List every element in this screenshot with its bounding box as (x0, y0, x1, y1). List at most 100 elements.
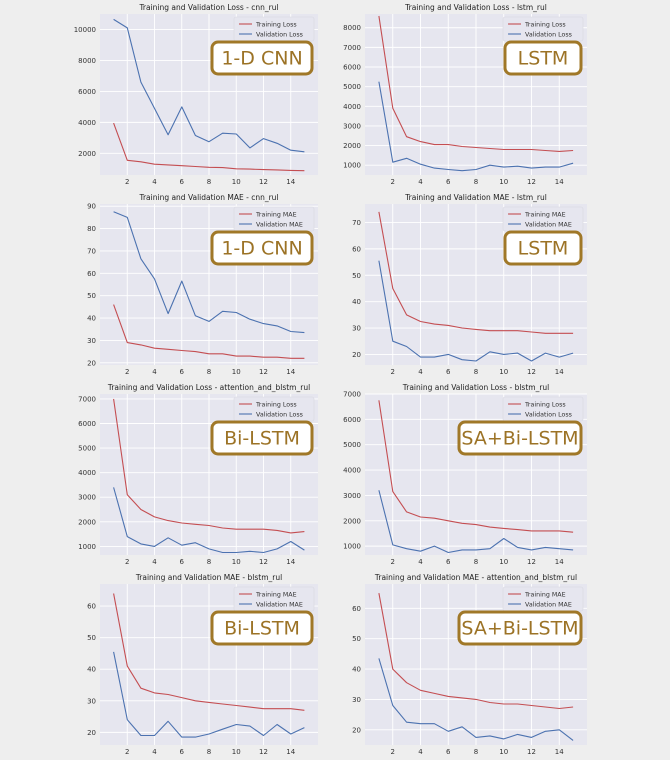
y-tick-label: 20 (352, 351, 361, 359)
x-tick-label: 6 (180, 748, 185, 756)
chart-title: Training and Validation MAE - attention_… (374, 573, 577, 582)
y-tick-label: 2000 (343, 517, 361, 525)
x-tick-label: 10 (499, 178, 508, 186)
training-series-line (113, 398, 305, 534)
y-tick-label: 30 (352, 325, 361, 333)
x-tick-label: 12 (259, 748, 268, 756)
x-tick-label: 2 (125, 178, 129, 186)
x-tick-label: 14 (286, 558, 295, 566)
model-badge-label: Bi-LSTM (224, 618, 300, 640)
legend-label: Validation MAE (256, 222, 303, 229)
chart-svg: Training and Validation MAE - attention_… (352, 573, 587, 756)
chart-title: Training and Validation MAE - cnn_rul (138, 193, 278, 202)
chart-panel-4: Training and Validation MAE - lstm_rul 2 4… (335, 190, 670, 380)
y-tick-label: 3000 (343, 122, 361, 130)
training-series-line (113, 304, 305, 359)
y-tick-label: 2000 (78, 518, 96, 526)
chart-panel-2: Training and Validation Loss - lstm_rul 2… (335, 0, 670, 190)
y-tick-label: 30 (87, 697, 96, 705)
training-series-line (113, 122, 305, 172)
y-tick-label: 8000 (343, 24, 361, 32)
model-badge-label: 1-D CNN (221, 48, 302, 70)
y-tick-label: 60 (352, 605, 361, 613)
x-tick-label: 8 (474, 368, 478, 376)
x-tick-label: 6 (446, 368, 451, 376)
legend-label: Validation Loss (525, 412, 572, 419)
chart-title: Training and Validation Loss - attention… (107, 383, 310, 392)
x-tick-label: 12 (527, 558, 536, 566)
x-tick-label: 4 (152, 558, 157, 566)
y-tick-label: 1000 (343, 543, 361, 551)
legend-label: Training Loss (255, 402, 297, 409)
x-tick-label: 2 (125, 748, 129, 756)
y-tick-label: 3000 (343, 492, 361, 500)
model-badge-label: LSTM (518, 48, 569, 70)
x-tick-label: 8 (474, 558, 478, 566)
y-tick-label: 6000 (343, 64, 361, 72)
legend-label: Validation MAE (256, 602, 303, 609)
model-badge (503, 230, 583, 266)
x-tick-label: 10 (499, 558, 508, 566)
chart-panel-7: Training and Validation MAE - blstm_rul 2… (0, 570, 335, 760)
x-tick-label: 14 (286, 368, 295, 376)
x-tick-label: 12 (259, 368, 268, 376)
chart-svg: Training and Validation MAE - lstm_rul 2 4… (352, 193, 587, 376)
x-tick-label: 12 (259, 558, 268, 566)
legend-label: Training Loss (524, 402, 566, 409)
y-tick-label: 7000 (343, 391, 361, 399)
model-badge-label: Bi-LSTM (224, 428, 300, 450)
validation-series-line (378, 260, 574, 362)
y-tick-label: 20 (87, 359, 96, 367)
y-tick-label: 4000 (78, 119, 96, 127)
chart-panel-8: Training and Validation MAE - attention_… (335, 570, 670, 760)
validation-series-line (113, 18, 305, 153)
y-tick-label: 5000 (343, 83, 361, 91)
chart-panel-3: Training and Validation MAE - cnn_rul 2 4 6… (0, 190, 335, 380)
x-tick-label: 2 (125, 558, 129, 566)
x-tick-label: 4 (418, 558, 423, 566)
legend-label: Validation MAE (525, 602, 572, 609)
x-tick-label: 6 (446, 178, 451, 186)
x-tick-label: 12 (527, 368, 536, 376)
y-tick-label: 70 (87, 247, 96, 255)
x-tick-label: 10 (499, 748, 508, 756)
x-tick-label: 8 (474, 178, 478, 186)
y-tick-label: 7000 (343, 44, 361, 52)
y-tick-label: 4000 (78, 469, 96, 477)
legend-label: Validation Loss (525, 32, 572, 39)
y-tick-label: 30 (352, 696, 361, 704)
y-tick-label: 2000 (343, 142, 361, 150)
chart-title: Training and Validation MAE - lstm_rul (404, 193, 547, 202)
x-tick-label: 2 (391, 558, 395, 566)
x-tick-label: 4 (418, 368, 423, 376)
model-badge (210, 230, 314, 266)
chart-title: Training and Validation MAE - blstm_rul (135, 573, 282, 582)
x-tick-label: 10 (232, 178, 241, 186)
y-tick-label: 50 (87, 634, 96, 642)
chart-svg: Training and Validation Loss - blstm_rul… (343, 383, 587, 566)
chart-svg: Training and Validation MAE - cnn_rul 2 4 6… (87, 193, 318, 376)
chart-title: Training and Validation Loss - cnn_rul (138, 3, 278, 12)
chart-panel-6: Training and Validation Loss - blstm_rul… (335, 380, 670, 570)
x-tick-label: 4 (152, 178, 157, 186)
legend-label: Validation Loss (256, 32, 303, 39)
model-badge (457, 610, 583, 646)
x-tick-label: 14 (555, 748, 564, 756)
y-tick-label: 40 (87, 666, 96, 674)
x-tick-label: 12 (527, 178, 536, 186)
x-tick-label: 8 (207, 748, 211, 756)
training-series-line (378, 400, 574, 533)
chart-svg: Training and Validation Loss - attention… (78, 383, 318, 566)
chart-svg: Training and Validation MAE - blstm_rul 2… (87, 573, 318, 756)
chart-panel-1: Training and Validation Loss - cnn_rul 2 4… (0, 0, 335, 190)
model-badge-label: SA+Bi-LSTM (461, 618, 578, 640)
validation-series-line (113, 487, 305, 554)
x-tick-label: 14 (555, 368, 564, 376)
x-tick-label: 4 (418, 748, 423, 756)
y-tick-label: 80 (87, 225, 96, 233)
x-tick-label: 10 (499, 368, 508, 376)
y-tick-label: 90 (87, 203, 96, 211)
training-series-line (378, 15, 574, 152)
x-tick-label: 4 (152, 748, 157, 756)
x-tick-label: 10 (232, 368, 241, 376)
